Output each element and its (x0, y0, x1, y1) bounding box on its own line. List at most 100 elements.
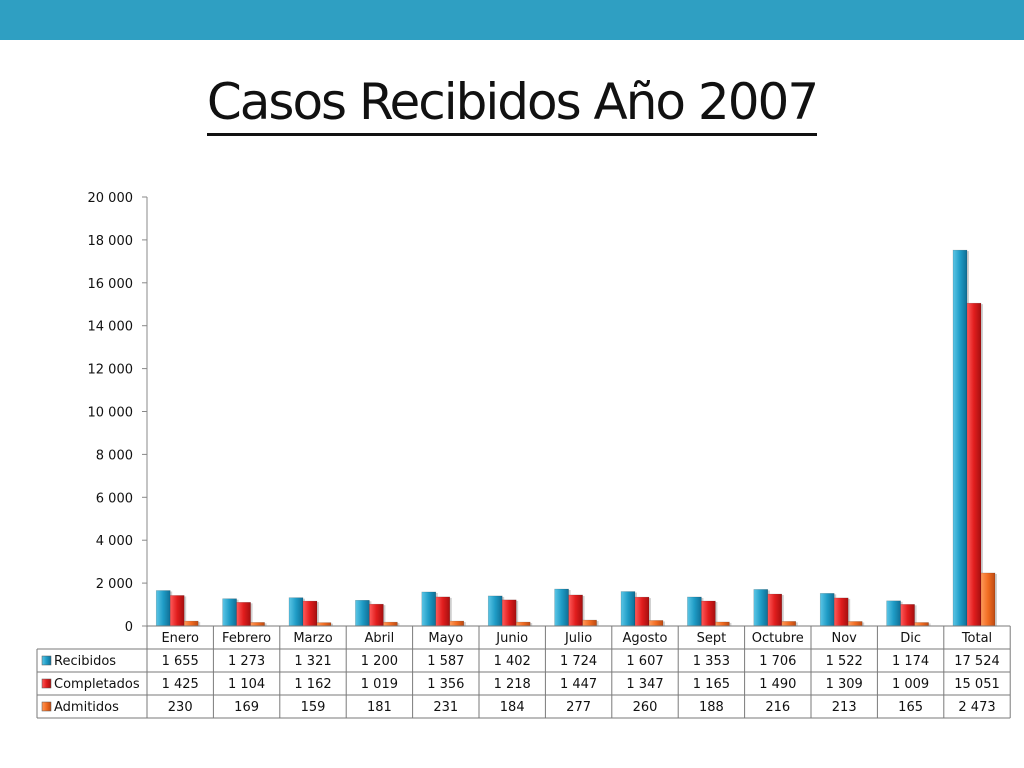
bar-completados-febrero (236, 602, 251, 627)
bar-recibidos-abril (355, 600, 370, 627)
bar-recibidos-dic (886, 600, 901, 627)
category-label: Sept (697, 631, 727, 646)
category-label: Mayo (428, 631, 463, 646)
table-value: 260 (633, 700, 658, 715)
bar-recibidos-febrero (222, 598, 237, 627)
table-value: 1 356 (427, 677, 464, 692)
table-value: 159 (301, 700, 326, 715)
bar-admitidos-octubre (781, 621, 797, 627)
table-value: 181 (367, 700, 392, 715)
bar-admitidos-junio (515, 621, 531, 627)
bar-admitidos-total (980, 572, 996, 627)
legend-key-admitidos (41, 701, 52, 712)
bar-completados-junio (501, 599, 517, 627)
table-value: 1 447 (560, 677, 597, 692)
table-value: 216 (765, 700, 790, 715)
category-label: Julio (564, 631, 592, 646)
table-value: 1 347 (626, 677, 663, 692)
bar-recibidos-marzo (288, 597, 304, 627)
table-value: 1 162 (294, 677, 331, 692)
bar-completados-julio (568, 594, 583, 627)
table-value: 213 (832, 700, 857, 715)
y-tick-label: 12 000 (88, 363, 134, 378)
y-tick-label: 18 000 (88, 234, 134, 249)
table-value: 1 490 (759, 677, 796, 692)
table-value: 277 (566, 700, 591, 715)
top-accent-band (0, 0, 1024, 40)
y-tick-label: 4 000 (96, 534, 133, 549)
table-value: 1 425 (162, 677, 199, 692)
table-value: 1 321 (294, 654, 331, 669)
category-label: Abril (365, 631, 395, 646)
category-label: Octubre (752, 631, 804, 646)
bar-recibidos-octubre (753, 589, 769, 627)
table-value: 1 587 (427, 654, 464, 669)
legend-key-completados (41, 678, 52, 689)
bar-recibidos-enero (155, 590, 171, 627)
table-value: 1 009 (892, 677, 929, 692)
y-tick-label: 6 000 (96, 491, 133, 506)
category-label: Nov (832, 631, 858, 646)
table-value: 15 051 (954, 677, 1000, 692)
y-tick-label: 20 000 (88, 191, 134, 206)
table-value: 1 218 (494, 677, 531, 692)
bar-completados-mayo (435, 596, 451, 627)
table-value: 1 200 (361, 654, 398, 669)
table-value: 1 309 (826, 677, 863, 692)
category-label: Junio (495, 631, 528, 646)
table-value: 231 (433, 700, 458, 715)
bar-admitidos-sept (715, 621, 730, 627)
y-tick-label: 16 000 (88, 277, 134, 292)
bar-completados-agosto (634, 596, 650, 627)
table-value: 188 (699, 700, 724, 715)
bar-admitidos-abril (383, 621, 398, 627)
bar-admitidos-mayo (449, 620, 465, 627)
bar-admitidos-marzo (316, 622, 332, 627)
table-value: 1 273 (228, 654, 265, 669)
bar-completados-enero (169, 595, 185, 627)
category-label: Dic (900, 631, 921, 646)
table-value: 1 104 (228, 677, 265, 692)
bar-recibidos-julio (554, 588, 569, 627)
bar-completados-marzo (302, 600, 318, 627)
bar-admitidos-nov (847, 621, 863, 627)
y-tick-label: 0 (125, 620, 133, 635)
table-value: 1 724 (560, 654, 597, 669)
category-label: Total (961, 631, 992, 646)
y-tick-label: 10 000 (88, 406, 134, 421)
bar-recibidos-junio (487, 595, 503, 627)
table-value: 165 (898, 700, 923, 715)
series-name: Completados (54, 677, 140, 692)
data-table: Enero Febrero Marzo Abril Mayo Junio Julio Agos… (36, 625, 1011, 719)
table-value: 230 (168, 700, 193, 715)
slide-title: Casos Recibidos Año 2007 (206, 71, 819, 136)
bar-recibidos-nov (819, 593, 835, 627)
table-value: 1 019 (361, 677, 398, 692)
legend-key-recibidos (41, 655, 52, 666)
bar-admitidos-febrero (250, 622, 265, 627)
bar-recibidos-mayo (421, 591, 437, 627)
table-value: 1 174 (892, 654, 929, 669)
bar-completados-total (966, 302, 982, 627)
table-value: 169 (234, 700, 259, 715)
table-value: 1 353 (693, 654, 730, 669)
bars (155, 249, 997, 627)
category-label: Marzo (293, 631, 332, 646)
bar-completados-sept (701, 600, 716, 627)
y-tick-label: 14 000 (88, 320, 134, 335)
table-value: 17 524 (954, 654, 1000, 669)
bar-completados-nov (833, 597, 849, 627)
bar-recibidos-total (952, 249, 968, 627)
slide-title-wrap: Casos Recibidos Año 2007 (0, 66, 1024, 138)
category-label: Enero (161, 631, 199, 646)
series-name: Recibidos (54, 654, 116, 669)
table-value: 1 706 (759, 654, 796, 669)
series-name: Admitidos (54, 700, 119, 715)
category-label: Agosto (623, 631, 668, 646)
table-value: 2 473 (958, 700, 995, 715)
bar-completados-dic (900, 604, 915, 627)
bar-admitidos-agosto (648, 620, 664, 627)
y-tick-label: 2 000 (96, 577, 133, 592)
table-value: 1 655 (162, 654, 199, 669)
